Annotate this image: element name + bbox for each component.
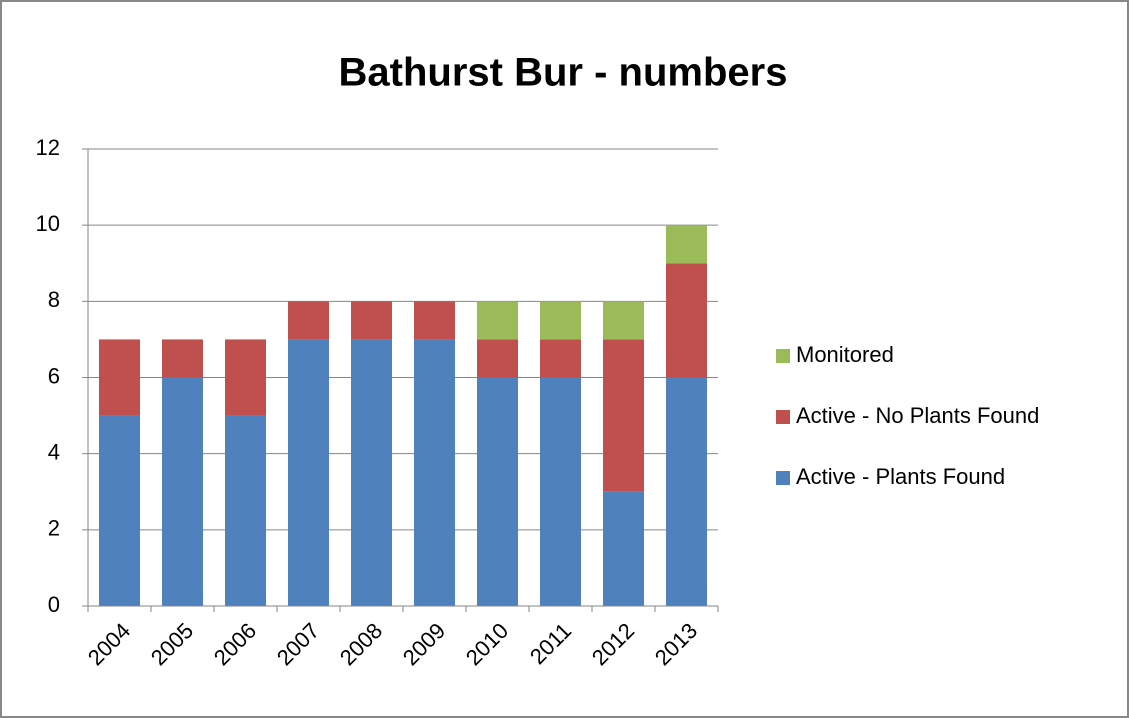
bar-segment (99, 415, 140, 606)
y-tick-label: 4 (48, 439, 60, 464)
bar-segment (162, 339, 203, 378)
bar-segment (225, 415, 266, 606)
bar-segment (288, 301, 329, 340)
bar-segment (288, 339, 329, 606)
y-tick-label: 6 (48, 363, 60, 388)
bar-segment (414, 339, 455, 606)
bar-segment (540, 301, 581, 340)
y-tick-label: 2 (48, 516, 60, 541)
legend-label: Active - Plants Found (796, 464, 1005, 489)
bar-segment (477, 339, 518, 378)
bar-segment (162, 377, 203, 606)
y-tick-label: 10 (36, 211, 60, 236)
bar-segment (477, 377, 518, 606)
bar-segment (603, 491, 644, 606)
bar-segment (414, 301, 455, 340)
legend-swatch (776, 471, 790, 485)
bar-segment (351, 301, 392, 340)
bar-segment (477, 301, 518, 340)
y-tick-label: 0 (48, 592, 60, 617)
bar-segment (99, 339, 140, 416)
bar-segment (225, 339, 266, 416)
bar-segment (603, 301, 644, 340)
y-tick-label: 12 (36, 135, 60, 160)
bar-segment (666, 263, 707, 378)
bar-segment (666, 225, 707, 264)
legend-swatch (776, 410, 790, 424)
legend-label: Monitored (796, 342, 894, 367)
bar-segment (666, 377, 707, 606)
bar-segment (351, 339, 392, 606)
chart-title: Bathurst Bur - numbers (339, 51, 788, 95)
y-tick-label: 8 (48, 287, 60, 312)
legend-label: Active - No Plants Found (796, 403, 1039, 428)
bar-segment (540, 377, 581, 606)
bar-segment (603, 339, 644, 492)
legend-swatch (776, 349, 790, 363)
bar-segment (540, 339, 581, 378)
